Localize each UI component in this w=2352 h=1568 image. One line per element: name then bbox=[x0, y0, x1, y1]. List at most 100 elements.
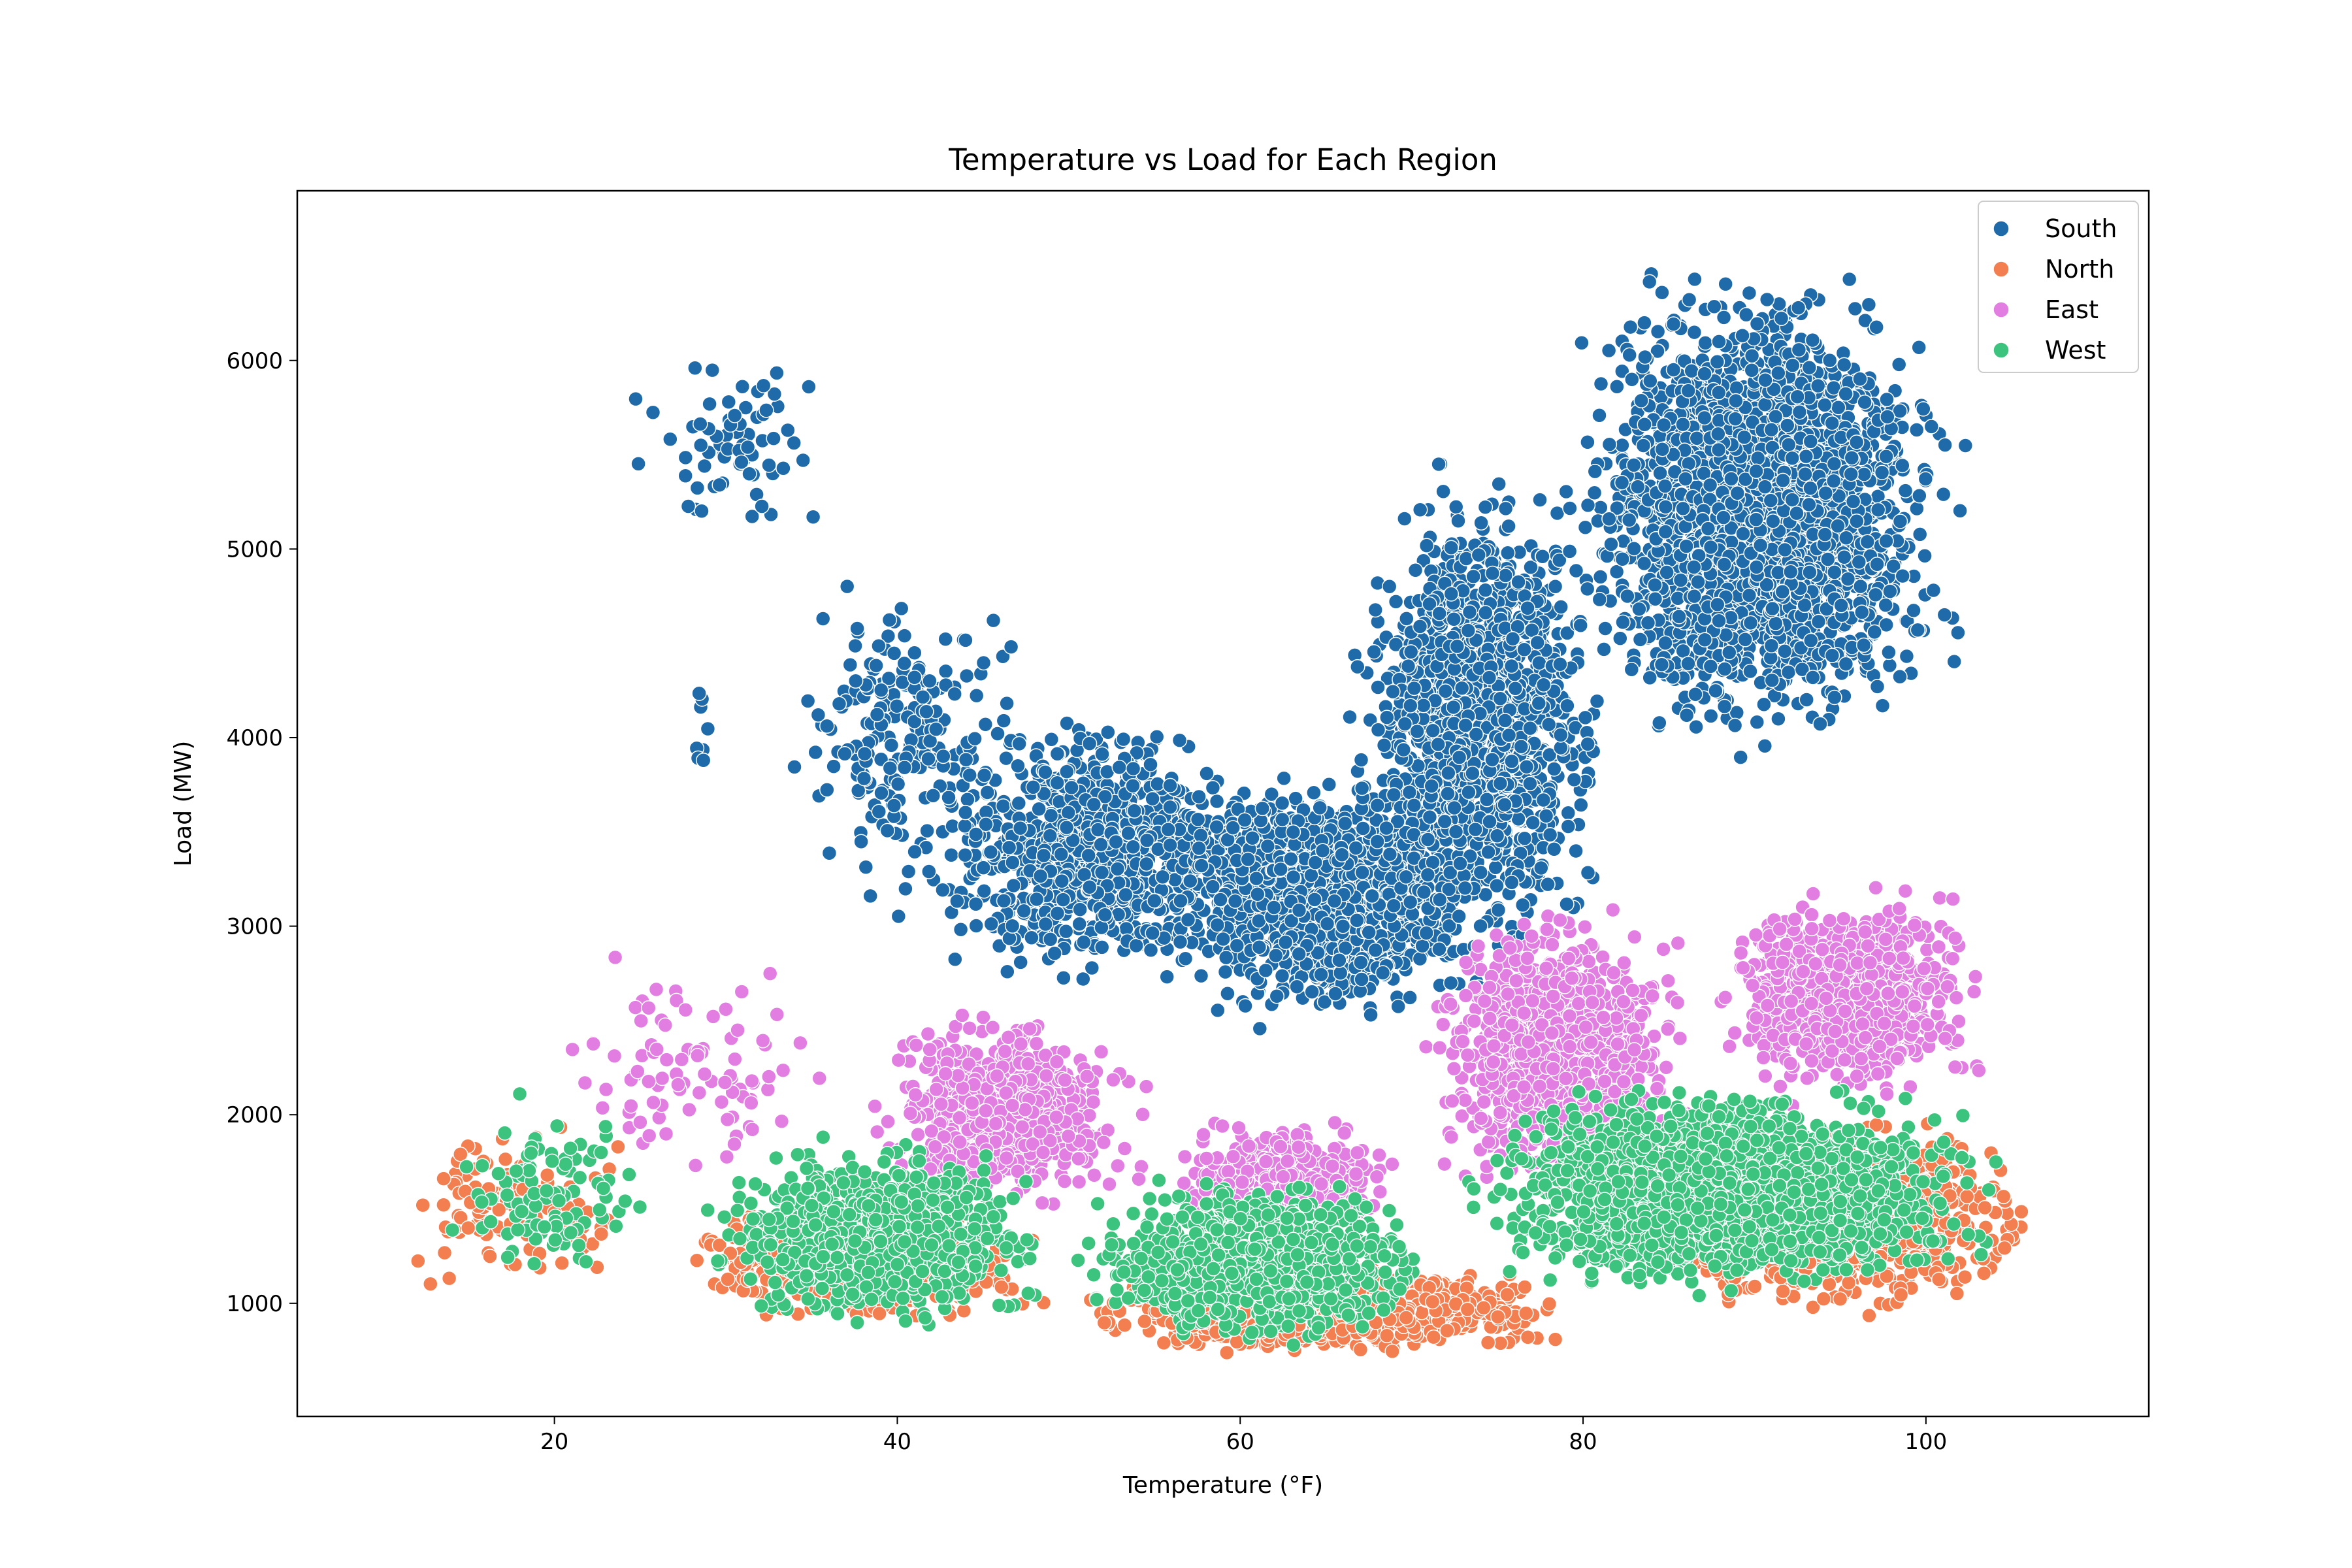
point-south bbox=[1431, 737, 1445, 751]
point-south bbox=[826, 759, 841, 774]
point-south bbox=[629, 392, 643, 406]
point-south bbox=[902, 864, 916, 879]
point-south bbox=[1000, 696, 1014, 711]
point-south bbox=[681, 499, 696, 514]
point-south bbox=[941, 791, 956, 805]
point-south bbox=[938, 632, 953, 646]
point-south bbox=[1474, 515, 1488, 530]
point-south bbox=[1218, 965, 1233, 979]
point-south bbox=[1478, 500, 1492, 514]
point-south bbox=[1517, 642, 1531, 657]
point-south bbox=[1539, 809, 1554, 823]
point-south bbox=[1382, 580, 1397, 594]
point-south bbox=[880, 823, 894, 838]
point-south bbox=[890, 699, 904, 713]
point-south bbox=[1478, 606, 1493, 620]
point-south bbox=[1771, 711, 1786, 726]
point-south bbox=[1081, 848, 1096, 862]
point-south bbox=[916, 690, 930, 704]
point-south bbox=[968, 732, 982, 746]
point-south bbox=[1444, 976, 1458, 990]
point-south bbox=[1876, 698, 1890, 713]
point-south bbox=[1322, 777, 1336, 792]
point-south bbox=[1032, 802, 1046, 816]
point-south bbox=[1043, 828, 1057, 843]
point-south bbox=[1404, 645, 1418, 659]
point-south bbox=[1126, 779, 1140, 793]
point-south bbox=[1332, 953, 1347, 968]
point-south bbox=[1077, 935, 1091, 949]
point-south bbox=[849, 674, 863, 688]
points-layer bbox=[411, 267, 2029, 1360]
point-south bbox=[1377, 738, 1392, 753]
point-south bbox=[1111, 862, 1125, 876]
point-south bbox=[854, 834, 868, 849]
point-south bbox=[920, 824, 934, 838]
point-south bbox=[958, 806, 973, 820]
point-south bbox=[1194, 969, 1209, 983]
point-south bbox=[757, 378, 771, 393]
point-south bbox=[1415, 939, 1429, 953]
point-south bbox=[1432, 606, 1446, 621]
point-south bbox=[919, 704, 934, 719]
point-south bbox=[1473, 919, 1488, 933]
point-south bbox=[1205, 879, 1220, 894]
point-south bbox=[1098, 907, 1112, 922]
point-south bbox=[1194, 858, 1209, 873]
point-south bbox=[712, 478, 727, 492]
point-south bbox=[838, 747, 852, 761]
point-south bbox=[1328, 894, 1342, 908]
point-south bbox=[962, 768, 977, 783]
point-south bbox=[1458, 718, 1473, 732]
point-south bbox=[1446, 700, 1461, 715]
point-south bbox=[1951, 625, 1965, 640]
point-south bbox=[1501, 519, 1516, 533]
point-south bbox=[1848, 302, 1862, 316]
point-south bbox=[1561, 819, 1575, 834]
point-south bbox=[1210, 794, 1224, 809]
point-south bbox=[1481, 845, 1495, 859]
point-south bbox=[1061, 806, 1075, 820]
point-south bbox=[1382, 847, 1397, 862]
point-south bbox=[1013, 821, 1028, 836]
point-south bbox=[1290, 979, 1304, 994]
point-south bbox=[1250, 887, 1265, 902]
point-south bbox=[1910, 502, 1924, 516]
point-south bbox=[1260, 839, 1275, 853]
point-south bbox=[721, 395, 736, 409]
point-south bbox=[922, 864, 936, 879]
point-south bbox=[1348, 841, 1363, 855]
point-south bbox=[1354, 972, 1369, 987]
point-south bbox=[1173, 935, 1188, 949]
point-south bbox=[1436, 484, 1450, 498]
point-south bbox=[806, 510, 821, 524]
point-south bbox=[742, 466, 757, 481]
point-south bbox=[1563, 544, 1577, 559]
point-south bbox=[907, 845, 922, 859]
point-south bbox=[1313, 800, 1327, 815]
point-south bbox=[1547, 762, 1561, 776]
point-south bbox=[1277, 771, 1291, 785]
point-south bbox=[1269, 949, 1283, 963]
point-south bbox=[969, 897, 983, 911]
point-south bbox=[1275, 812, 1290, 826]
point-south bbox=[1421, 832, 1435, 847]
point-south bbox=[1718, 277, 1733, 291]
point-south bbox=[1230, 938, 1244, 953]
point-south bbox=[1533, 493, 1547, 507]
point-south bbox=[869, 659, 883, 673]
point-south bbox=[1161, 823, 1175, 837]
point-south bbox=[1473, 865, 1488, 879]
point-south bbox=[1209, 820, 1224, 834]
point-south bbox=[1396, 743, 1411, 757]
point-south bbox=[1493, 776, 1507, 791]
point-south bbox=[1355, 865, 1369, 879]
point-south bbox=[781, 423, 795, 438]
point-south bbox=[1520, 760, 1534, 774]
point-south bbox=[1492, 477, 1506, 491]
point-south bbox=[1143, 757, 1158, 772]
point-south bbox=[1095, 865, 1109, 879]
point-south bbox=[1139, 857, 1154, 871]
point-south bbox=[1333, 966, 1348, 980]
point-south bbox=[921, 752, 936, 766]
